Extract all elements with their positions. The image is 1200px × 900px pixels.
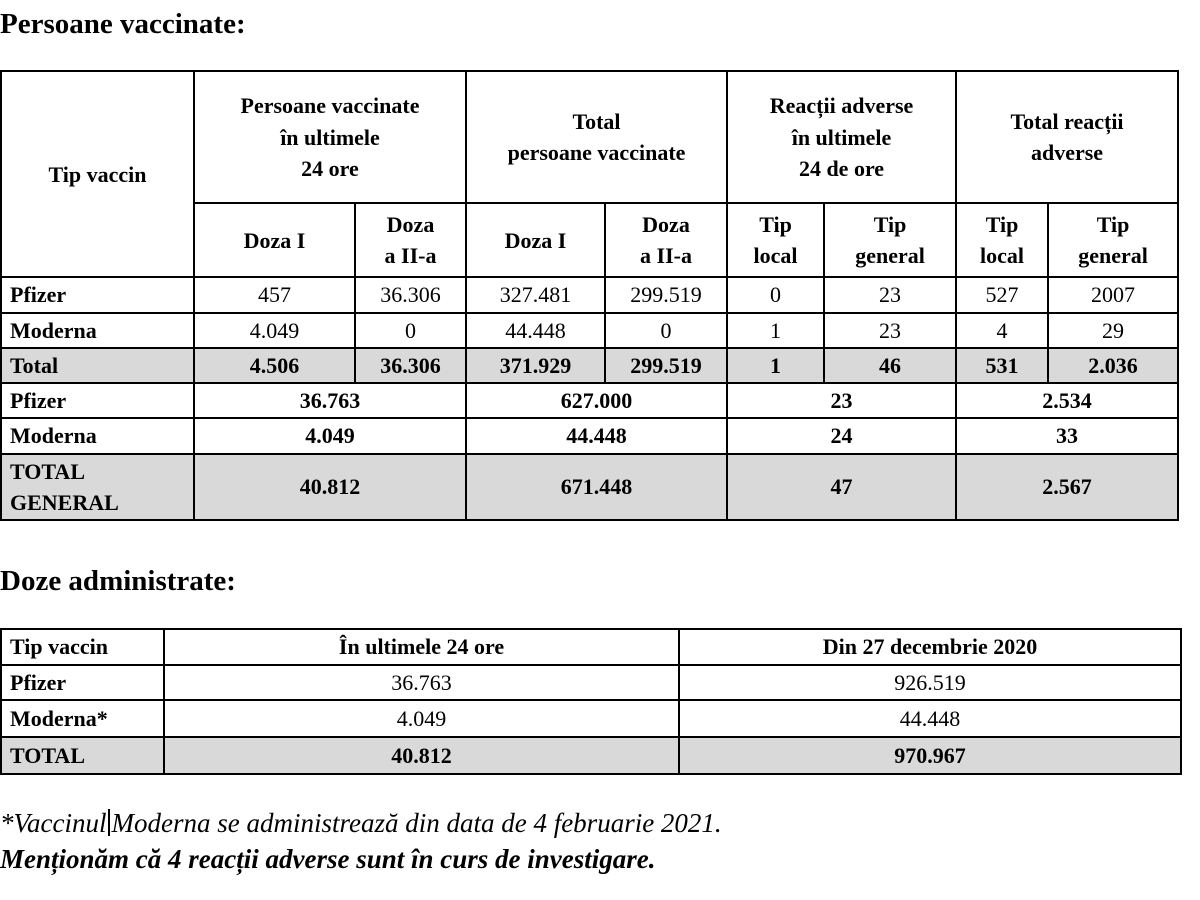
- data-cell: 23: [823, 276, 958, 314]
- table-row-pfizer-doze: Pfizer 457 36.306 327.481 299.519 0 23 5…: [0, 276, 1180, 314]
- footnote-moderna-text: Moderna se administrează din data de 4 f…: [111, 807, 722, 838]
- data-cell: 4: [955, 311, 1050, 349]
- data-cell: 327.481: [465, 276, 606, 314]
- footnote-moderna: *Vaccinul Moderna se administrează din da…: [0, 808, 1200, 839]
- table-row-moderna: Moderna* 4.049 44.448: [0, 698, 1182, 738]
- data-cell: 627.000: [464, 382, 729, 420]
- report-document: Persoane vaccinate: Tip vaccin Persoane …: [0, 8, 1200, 875]
- data-cell: 1: [726, 311, 826, 349]
- data-cell: 33: [955, 417, 1180, 455]
- row-label: Pfizer: [0, 382, 195, 420]
- data-cell: 36.306: [354, 276, 467, 314]
- persoane-vaccinate-table: Tip vaccin Persoane vaccinate în ultimel…: [0, 70, 1180, 521]
- data-cell: 371.929: [465, 346, 606, 385]
- group-header-reactii-24h: Reacții adverse în ultimele 24 de ore: [726, 70, 958, 205]
- sub-header-tip-local-24h: Tip local: [726, 202, 826, 279]
- table-row-total-doze: Total 4.506 36.306 371.929 299.519 1 46 …: [0, 346, 1180, 385]
- header-tip-vaccin: Tip vaccin: [0, 628, 165, 666]
- group-header-vaccinati-24h: Persoane vaccinate în ultimele 24 ore: [193, 70, 467, 205]
- footnote-investigare: Menționăm că 4 reacții adverse sunt în c…: [0, 843, 656, 874]
- text-cursor: [108, 808, 111, 836]
- row-label: Total: [0, 346, 195, 385]
- data-cell: 44.448: [678, 698, 1182, 738]
- data-cell: 40.812: [193, 452, 467, 521]
- data-cell: 0: [354, 311, 467, 349]
- table-row-total: TOTAL 40.812 970.967: [0, 735, 1182, 775]
- data-cell: 44.448: [465, 311, 606, 349]
- data-cell: 4.049: [193, 311, 356, 349]
- data-cell: 2.534: [955, 382, 1180, 420]
- data-cell: 1: [726, 346, 826, 385]
- data-cell: 299.519: [603, 276, 729, 314]
- header-din-27-decembrie: Din 27 decembrie 2020: [678, 628, 1182, 666]
- group-header-total-vaccinati: Total persoane vaccinate: [464, 70, 729, 205]
- data-cell: 36.763: [163, 663, 680, 701]
- data-cell: 44.448: [464, 417, 729, 455]
- row-label: Moderna: [0, 417, 195, 455]
- row-label: TOTAL: [0, 735, 165, 775]
- data-cell: 23: [726, 382, 958, 420]
- data-cell: 29: [1047, 311, 1180, 349]
- data-cell: 970.967: [678, 735, 1182, 775]
- data-cell: 36.306: [354, 346, 467, 385]
- data-cell: 527: [955, 276, 1050, 314]
- table-row-pfizer-cumulat: Pfizer 36.763 627.000 23 2.534: [0, 382, 1180, 420]
- sub-header-doza1-total: Doza I: [465, 202, 606, 279]
- data-cell: 531: [955, 346, 1050, 385]
- data-cell: 2.567: [955, 452, 1180, 521]
- data-cell: 4.506: [193, 346, 356, 385]
- sub-header-doza2: Doza a II-a: [354, 202, 467, 279]
- data-cell: 0: [726, 276, 826, 314]
- sub-header-doza1: Doza I: [193, 202, 356, 279]
- data-cell: 4.049: [163, 698, 680, 738]
- data-cell: 47: [726, 452, 958, 521]
- data-cell: 40.812: [163, 735, 680, 775]
- section-title-persoane-vaccinate: Persoane vaccinate:: [0, 8, 246, 40]
- table-header-row-subs: Doza I Doza a II-a Doza I Doza a II-a Ti…: [1, 202, 1180, 279]
- data-cell: 46: [823, 346, 958, 385]
- data-cell: 2.036: [1047, 346, 1180, 385]
- sub-header-tip-local-total: Tip local: [955, 202, 1050, 279]
- footnote-moderna-prefix: *Vaccinul: [0, 807, 107, 838]
- corner-header-tip-vaccin: Tip vaccin: [0, 70, 195, 279]
- sub-header-tip-general-24h: Tip general: [823, 202, 958, 279]
- table-header-row-groups: Tip vaccin Persoane vaccinate în ultimel…: [0, 70, 1180, 279]
- doze-administrate-table: Tip vaccin În ultimele 24 ore Din 27 dec…: [0, 628, 1182, 775]
- sub-header-tip-general-total: Tip general: [1047, 202, 1180, 279]
- data-cell: 457: [193, 276, 356, 314]
- data-cell: 2007: [1047, 276, 1180, 314]
- table-header-row: Tip vaccin În ultimele 24 ore Din 27 dec…: [0, 628, 1182, 666]
- section-title-doze-administrate: Doze administrate:: [0, 564, 236, 597]
- table-row-moderna-cumulat: Moderna 4.049 44.448 24 33: [0, 417, 1180, 455]
- table-row-total-general: TOTAL GENERAL 40.812 671.448 47 2.567: [0, 452, 1180, 521]
- row-label: Moderna*: [0, 698, 165, 738]
- data-cell: 926.519: [678, 663, 1182, 701]
- data-cell: 0: [603, 311, 729, 349]
- table-row-pfizer: Pfizer 36.763 926.519: [0, 663, 1182, 701]
- table-row-moderna-doze: Moderna 4.049 0 44.448 0 1 23 4 29: [0, 311, 1180, 349]
- data-cell: 299.519: [603, 346, 729, 385]
- row-label: TOTAL GENERAL: [0, 452, 195, 521]
- group-header-total-reactii: Total reacții adverse: [955, 70, 1180, 205]
- data-cell: 36.763: [193, 382, 467, 420]
- header-ultimele-24-ore: În ultimele 24 ore: [163, 628, 680, 666]
- data-cell: 671.448: [464, 452, 729, 521]
- row-label: Pfizer: [0, 276, 195, 314]
- sub-header-doza2-total: Doza a II-a: [603, 202, 729, 279]
- data-cell: 4.049: [193, 417, 467, 455]
- row-label: Moderna: [0, 311, 195, 349]
- data-cell: 23: [823, 311, 958, 349]
- data-cell: 24: [726, 417, 958, 455]
- row-label: Pfizer: [0, 663, 165, 701]
